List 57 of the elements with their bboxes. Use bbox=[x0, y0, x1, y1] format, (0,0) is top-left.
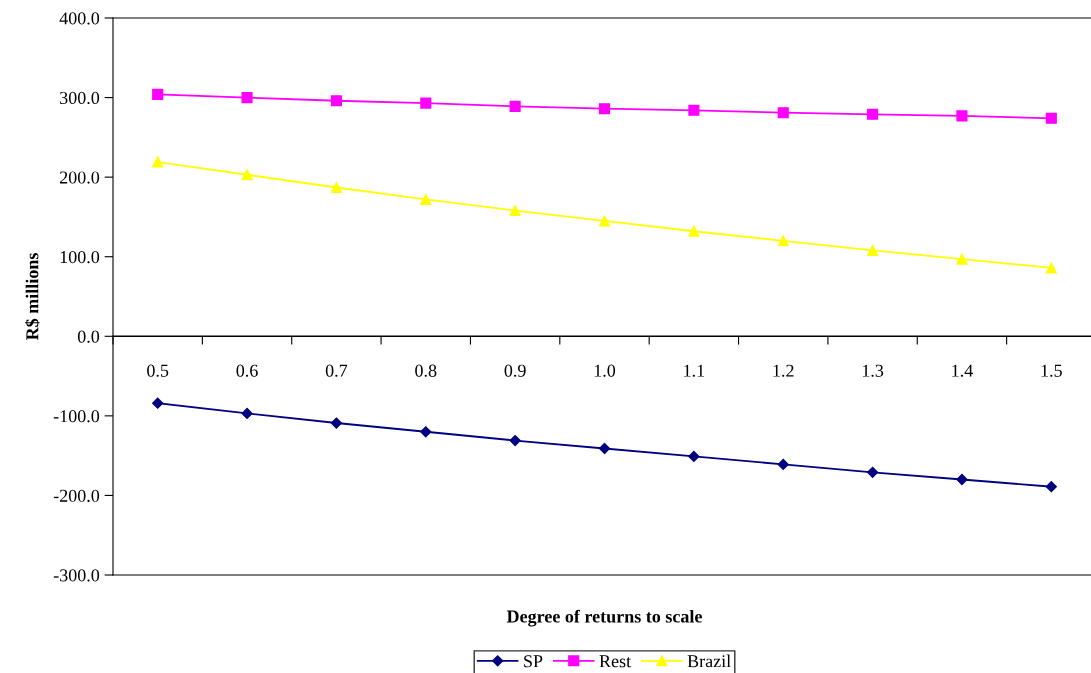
point bbox=[330, 417, 343, 429]
point bbox=[241, 92, 253, 104]
point bbox=[330, 181, 342, 194]
y-tick-label: -300.0 bbox=[53, 569, 100, 582]
x-tick-label: 0.6 bbox=[236, 364, 258, 377]
legend-label: SP bbox=[524, 655, 543, 668]
point bbox=[1045, 112, 1057, 124]
point bbox=[241, 407, 253, 420]
point bbox=[1045, 481, 1057, 493]
point bbox=[598, 103, 611, 115]
point bbox=[420, 193, 432, 205]
x-tick-label: 1.4 bbox=[952, 364, 973, 377]
point bbox=[956, 473, 968, 486]
point bbox=[241, 169, 253, 181]
x-tick-label: 0.8 bbox=[415, 364, 437, 377]
y-tick-label: 200.0 bbox=[59, 171, 100, 184]
y-tick-label: 300.0 bbox=[60, 91, 100, 105]
x-axis-title: Degree of returns to scale bbox=[506, 609, 702, 627]
point bbox=[152, 88, 164, 100]
point bbox=[420, 97, 432, 109]
point bbox=[777, 235, 789, 247]
point bbox=[509, 434, 521, 447]
point bbox=[867, 244, 879, 256]
y-tick-label: 400.0 bbox=[59, 12, 100, 25]
point bbox=[866, 466, 879, 478]
point bbox=[509, 100, 521, 112]
point bbox=[152, 156, 164, 168]
x-tick-label: 1.1 bbox=[684, 364, 705, 377]
y-tick-label: 100.0 bbox=[60, 250, 100, 264]
x-tick-label: 0.7 bbox=[325, 364, 348, 377]
y-tick-label: 0.0 bbox=[77, 330, 100, 343]
y-axis-title: R$ millions bbox=[25, 253, 40, 341]
point bbox=[777, 107, 789, 119]
y-tick-label: -200.0 bbox=[53, 489, 100, 502]
point bbox=[956, 110, 968, 122]
point bbox=[688, 104, 700, 116]
point bbox=[420, 426, 432, 438]
x-tick-label: 0.5 bbox=[147, 364, 169, 377]
point bbox=[598, 215, 611, 227]
y-tick-label: -100.0 bbox=[53, 410, 100, 423]
x-tick-label: 1.0 bbox=[594, 364, 616, 377]
point bbox=[867, 108, 879, 120]
x-tick-label: 0.9 bbox=[504, 364, 526, 377]
point bbox=[1045, 262, 1057, 274]
point bbox=[598, 442, 611, 455]
point bbox=[509, 205, 521, 217]
point bbox=[688, 225, 700, 237]
x-tick-label: 1.3 bbox=[862, 364, 884, 377]
point bbox=[688, 450, 700, 463]
point bbox=[956, 253, 968, 265]
x-tick-label: 1.5 bbox=[1041, 364, 1062, 377]
x-tick-label: 1.2 bbox=[773, 364, 794, 377]
point bbox=[777, 458, 789, 471]
point bbox=[330, 95, 342, 107]
point bbox=[152, 397, 164, 409]
legend-label: Rest bbox=[599, 655, 631, 668]
legend-label: Brazil bbox=[687, 654, 731, 668]
